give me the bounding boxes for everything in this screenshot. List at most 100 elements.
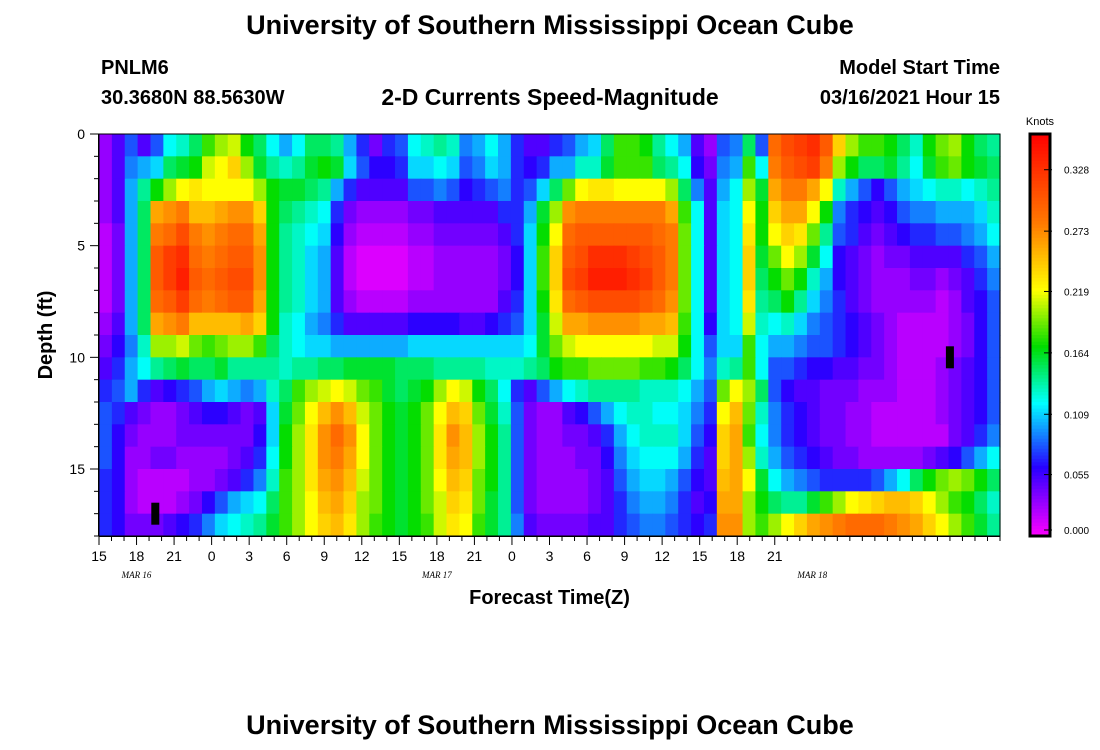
heatmap-cell bbox=[922, 424, 937, 448]
heatmap-cell bbox=[575, 312, 589, 336]
heatmap-cell bbox=[600, 357, 615, 381]
heatmap-cell bbox=[266, 513, 280, 537]
heatmap-cell bbox=[163, 312, 177, 336]
heatmap-cell bbox=[523, 201, 538, 224]
heatmap-cell bbox=[665, 245, 679, 269]
heatmap-cell bbox=[446, 357, 460, 381]
heatmap-cell bbox=[266, 134, 280, 157]
heatmap-cell bbox=[523, 178, 538, 202]
heatmap-cell bbox=[536, 223, 551, 247]
heatmap-cell bbox=[626, 424, 641, 448]
heatmap-cell bbox=[536, 156, 551, 180]
heatmap-cell bbox=[909, 446, 924, 470]
heatmap-cell bbox=[111, 290, 126, 314]
heatmap-cell bbox=[498, 312, 512, 336]
heatmap-cell bbox=[588, 424, 602, 448]
heatmap-cell bbox=[549, 178, 563, 202]
heatmap-cells bbox=[99, 134, 1001, 537]
heatmap-cell bbox=[871, 469, 885, 492]
heatmap-cell bbox=[897, 268, 911, 291]
colorbar-strip bbox=[1030, 418, 1050, 423]
heatmap-cell bbox=[189, 134, 203, 157]
heatmap-cell bbox=[485, 223, 499, 247]
heatmap-cell bbox=[549, 379, 563, 403]
heatmap-cell bbox=[369, 134, 383, 157]
heatmap-cell bbox=[806, 245, 821, 269]
heatmap-cell bbox=[691, 469, 705, 492]
heatmap-cell bbox=[794, 379, 808, 403]
heatmap-cell bbox=[626, 223, 641, 247]
heatmap-cell bbox=[189, 469, 203, 492]
heatmap-cell bbox=[806, 312, 821, 336]
heatmap-cell bbox=[369, 290, 383, 314]
heatmap-cell bbox=[742, 312, 757, 336]
heatmap-cell bbox=[678, 268, 692, 291]
heatmap-cell bbox=[794, 290, 808, 314]
heatmap-cell bbox=[832, 156, 847, 180]
heatmap-cell bbox=[485, 134, 499, 157]
heatmap-cell bbox=[317, 245, 332, 269]
heatmap-cell bbox=[768, 312, 782, 336]
heatmap-cell bbox=[137, 134, 152, 157]
heatmap-cell bbox=[652, 469, 666, 492]
heatmap-cell bbox=[498, 223, 512, 247]
heatmap-cell bbox=[240, 156, 255, 180]
colorbar-strip bbox=[1030, 395, 1050, 400]
heatmap-cell bbox=[330, 245, 345, 269]
heatmap-cell bbox=[201, 446, 216, 470]
heatmap-cell bbox=[729, 201, 744, 224]
heatmap-cell bbox=[111, 357, 126, 381]
heatmap-cell bbox=[292, 357, 306, 381]
heatmap-cell bbox=[189, 312, 203, 336]
heatmap-cell bbox=[858, 178, 872, 202]
heatmap-cell bbox=[304, 446, 319, 470]
heatmap-cell bbox=[600, 245, 615, 269]
heatmap-cell bbox=[871, 178, 885, 202]
heatmap-cell bbox=[99, 201, 113, 224]
heatmap-cell bbox=[201, 312, 216, 336]
heatmap-cell bbox=[201, 178, 216, 202]
colorbar-strip bbox=[1030, 314, 1050, 319]
heatmap-cell bbox=[832, 424, 847, 448]
heatmap-cell bbox=[935, 379, 950, 403]
heatmap-cell bbox=[279, 156, 293, 180]
heatmap-cell bbox=[240, 268, 255, 291]
heatmap-cell bbox=[124, 335, 139, 358]
heatmap-cell bbox=[395, 156, 409, 180]
heatmap-cell bbox=[227, 357, 242, 381]
heatmap-cell bbox=[510, 513, 525, 537]
heatmap-cell bbox=[163, 245, 177, 269]
heatmap-cell bbox=[356, 245, 370, 269]
heatmap-cell bbox=[292, 491, 306, 515]
heatmap-cell bbox=[858, 201, 872, 224]
heatmap-cell bbox=[420, 178, 435, 202]
colorbar-strip bbox=[1030, 348, 1050, 353]
heatmap-cell bbox=[819, 156, 834, 180]
heatmap-cell bbox=[909, 513, 924, 537]
heatmap-cell bbox=[909, 245, 924, 269]
heatmap-cell bbox=[703, 134, 718, 157]
heatmap-cell bbox=[433, 446, 448, 470]
heatmap-cell bbox=[369, 513, 383, 537]
heatmap-cell bbox=[626, 379, 641, 403]
heatmap-cell bbox=[485, 513, 499, 537]
heatmap-cell bbox=[652, 424, 666, 448]
heatmap-cell bbox=[407, 201, 422, 224]
heatmap-cell bbox=[382, 134, 396, 157]
heatmap-cell bbox=[227, 491, 242, 515]
heatmap-cell bbox=[369, 469, 383, 492]
heatmap-cell bbox=[472, 513, 486, 537]
colorbar-strip bbox=[1030, 479, 1050, 483]
heatmap-cell bbox=[407, 223, 422, 247]
heatmap-cell bbox=[987, 402, 1001, 425]
heatmap-cell bbox=[691, 312, 705, 336]
heatmap-cell bbox=[858, 424, 872, 448]
heatmap-cell bbox=[974, 469, 988, 492]
heatmap-cell bbox=[987, 223, 1001, 247]
colorbar-strip bbox=[1030, 525, 1050, 530]
heatmap-cell bbox=[729, 513, 744, 537]
heatmap-cell bbox=[420, 446, 435, 470]
heatmap-cell bbox=[189, 402, 203, 425]
heatmap-cell bbox=[781, 513, 795, 537]
heatmap-cell bbox=[562, 268, 576, 291]
